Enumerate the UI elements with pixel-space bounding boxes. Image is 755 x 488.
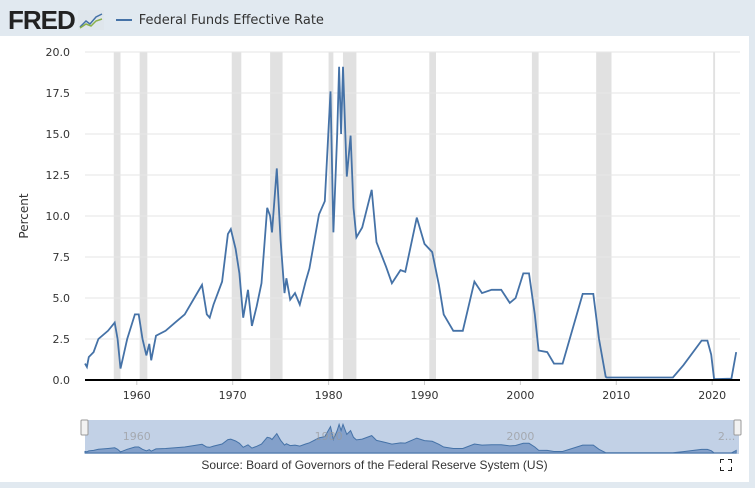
y-tick-label: 20.0 [46, 46, 71, 59]
y-tick-label: 15.0 [46, 128, 71, 141]
y-tick-label: 7.5 [53, 251, 71, 264]
x-tick-label: 1990 [410, 389, 438, 402]
series-line [84, 66, 738, 381]
navigator-handle-right[interactable] [733, 419, 742, 436]
y-tick-label: 17.5 [46, 87, 71, 100]
navigator-handle-left[interactable] [80, 419, 89, 436]
navigator-tick-label: 2000 [506, 430, 534, 443]
x-tick-label: 2010 [602, 389, 630, 402]
y-tick-label: 0.0 [53, 374, 71, 387]
legend-label: Federal Funds Effective Rate [138, 12, 324, 28]
y-tick-label: 2.5 [53, 333, 71, 346]
x-tick-label: 1960 [123, 389, 151, 402]
navigator[interactable]: 1960 1980 2000 2... [80, 419, 742, 454]
fred-logo[interactable]: FRED [8, 4, 76, 35]
legend-swatch [115, 19, 132, 21]
x-tick-label: 1970 [219, 389, 247, 402]
legend-item[interactable]: Federal Funds Effective Rate [115, 12, 324, 28]
y-tick-label: 12.5 [46, 169, 71, 182]
navigator-tick-label: 2... [718, 430, 736, 443]
navigator-tick-label: 1960 [123, 430, 151, 443]
x-tick-label: 2000 [506, 389, 534, 402]
chart-header: FRED Federal Funds Effective Rate [8, 4, 324, 36]
chart-svg: 0.0 2.5 5.0 7.5 10.0 12.5 15.0 17.5 20.0 1960 1970… [17, 46, 742, 454]
fred-graph-icon [77, 10, 104, 30]
source-note: Source: Board of Governors of the Federa… [201, 458, 548, 472]
navigator-series [84, 422, 737, 454]
y-tick-label: 5.0 [53, 292, 71, 305]
navigator-tick-label: 1980 [315, 430, 343, 443]
chart-panel: 0.0 2.5 5.0 7.5 10.0 12.5 15.0 17.5 20.0 1960 1970… [0, 36, 749, 482]
y-tick-label: 10.0 [46, 210, 71, 223]
y-axis-title: Percent [17, 193, 31, 238]
fullscreen-icon[interactable] [720, 459, 732, 471]
x-tick-label: 1980 [315, 389, 343, 402]
x-tick-label: 2020 [698, 389, 726, 402]
